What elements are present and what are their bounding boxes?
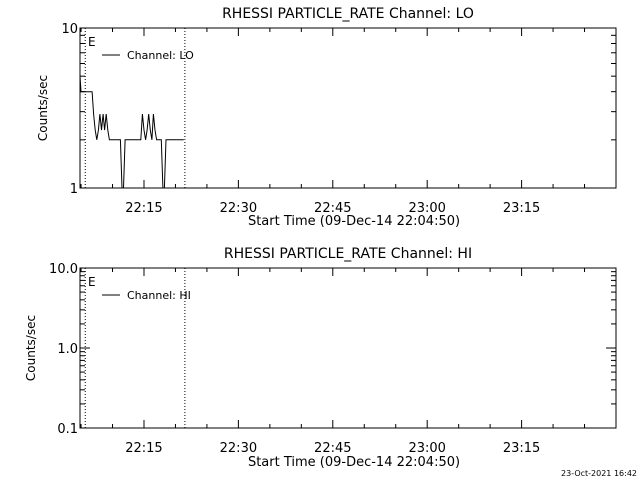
panel-2-x-tick-label-2: 22:45 [314,441,351,456]
panel-1-y-tick-label-1: 10 [61,22,78,37]
panel-1-x-tick-label-4: 23:15 [503,201,540,216]
panel-2-legend-label: Channel: HI [127,289,191,302]
panel-1-y-tick-label-0: 1 [70,182,78,197]
panel-2-x-tick-label-3: 23:00 [408,441,445,456]
panel-1-flag-label: E [88,35,96,49]
panel-1-y-axis-label: Counts/sec [36,75,50,141]
panel-2-y-tick-label-1: 1.0 [57,342,78,357]
panel-1-x-axis-label: Start Time (09-Dec-14 22:04:50) [248,214,460,229]
panel-1-x-tick-label-2: 22:45 [314,201,351,216]
panel-1-chart-title: RHESSI PARTICLE_RATE Channel: LO [222,6,474,22]
panel-1-plot-frame [79,27,617,189]
panel-2-y-tick-label-2: 10.0 [49,262,78,277]
panel-2-x-tick-label-0: 22:15 [125,441,162,456]
panel-2-y-axis-label: Counts/sec [24,315,38,381]
panel-1-x-tick-label-0: 22:15 [125,201,162,216]
panel-2-x-tick-label-1: 22:30 [220,441,257,456]
panel-1-legend-label: Channel: LO [127,49,194,62]
panel-1-x-tick-label-3: 23:00 [408,201,445,216]
panel-2-chart-title: RHESSI PARTICLE_RATE Channel: HI [224,246,472,262]
panel-2-flag-label: E [88,275,96,289]
panel-2-x-tick-label-4: 23:15 [503,441,540,456]
panel-1-x-tick-label-1: 22:30 [220,201,257,216]
panel-2-y-tick-label-0: 0.1 [57,422,78,437]
panel-2-x-axis-label: Start Time (09-Dec-14 22:04:50) [248,455,460,470]
panel-1-series-line-0 [79,76,184,189]
